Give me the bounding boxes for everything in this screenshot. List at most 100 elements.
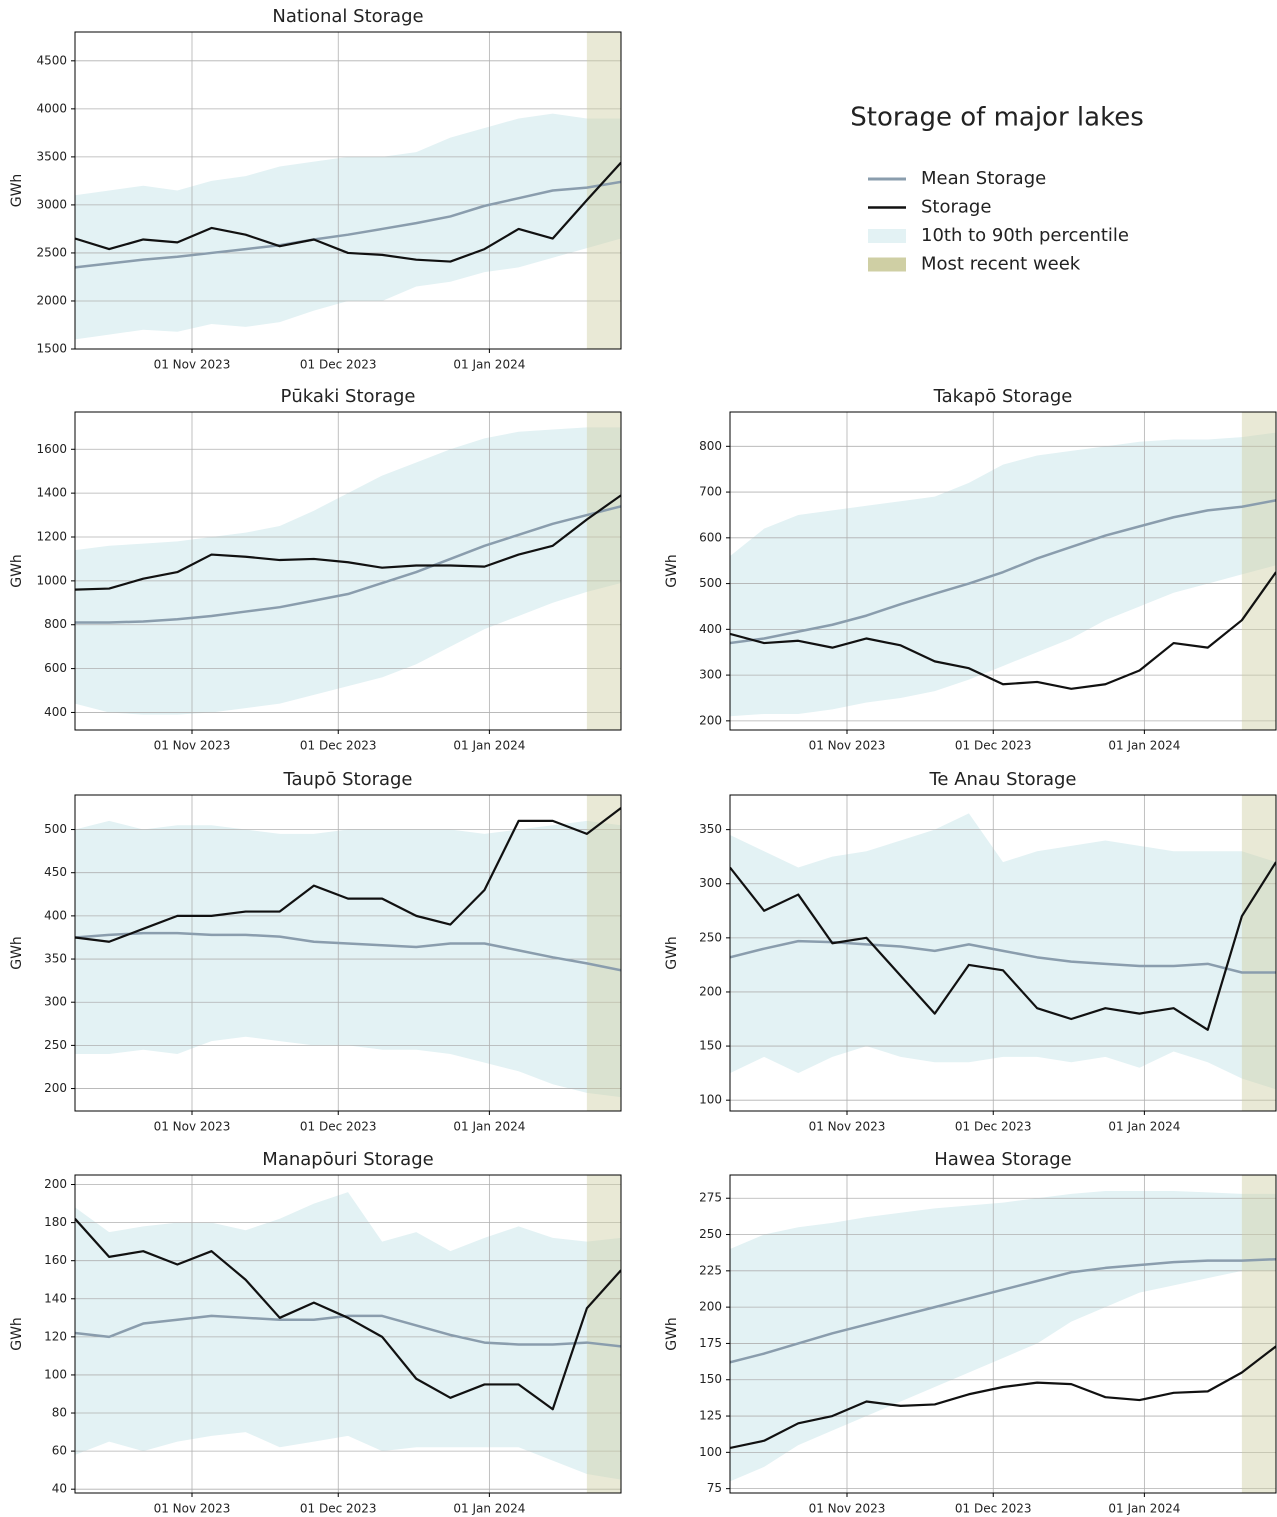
y-tick-label: 175 xyxy=(699,1336,722,1350)
y-tick-label: 500 xyxy=(44,822,67,836)
y-tick-label: 140 xyxy=(44,1291,67,1305)
panel-title: Manapōuri Storage xyxy=(262,1149,433,1170)
y-tick-label: 75 xyxy=(707,1481,722,1495)
percentile-band xyxy=(730,1190,1276,1482)
y-tick-label: 180 xyxy=(44,1215,67,1229)
x-tick-label: 01 Nov 2023 xyxy=(809,739,886,753)
x-tick-label: 01 Dec 2023 xyxy=(300,358,377,372)
x-tick-label: 01 Dec 2023 xyxy=(955,1502,1032,1516)
plot-frame xyxy=(74,1174,622,1494)
mean-line xyxy=(730,939,1276,974)
x-tick-label: 01 Dec 2023 xyxy=(300,739,377,753)
y-tick-label: 1400 xyxy=(36,486,67,500)
figure-title: Storage of major lakes xyxy=(850,103,1144,133)
legend-label: Storage xyxy=(921,197,991,218)
panel: Hawea Storage GWh 01 Nov 2023 01 Dec 2023 01… xyxy=(664,1149,1277,1516)
mean-line xyxy=(75,505,621,624)
y-tick-label: 200 xyxy=(699,713,722,727)
x-tick-label: 01 Jan 2024 xyxy=(453,1502,525,1516)
y-tick-label: 2000 xyxy=(36,293,67,307)
y-tick-label: 350 xyxy=(699,822,722,836)
x-tick-label: 01 Jan 2024 xyxy=(453,358,525,372)
panel: National Storage GWh 01 Nov 2023 01 Dec 202… xyxy=(9,6,622,372)
percentile-band xyxy=(75,113,621,340)
legend-swatch xyxy=(868,257,906,272)
y-tick-label: 150 xyxy=(699,1372,722,1386)
y-tick-label: 100 xyxy=(699,1093,722,1107)
y-tick-label: 225 xyxy=(699,1263,722,1277)
y-tick-label: 250 xyxy=(699,930,722,944)
y-tick-label: 3000 xyxy=(36,197,67,211)
y-tick-label: 60 xyxy=(52,1444,67,1458)
panel: Takapō Storage GWh 01 Nov 2023 01 Dec 2023 0… xyxy=(664,386,1277,753)
storage-line xyxy=(730,1345,1276,1450)
x-tick-label: 01 Jan 2024 xyxy=(1108,1502,1180,1516)
y-tick-label: 200 xyxy=(699,1300,722,1314)
legend-label: 10th to 90th percentile xyxy=(921,225,1129,246)
y-axis-label: GWh xyxy=(9,174,25,208)
storage-line xyxy=(75,161,621,263)
y-tick-label: 150 xyxy=(699,1039,722,1053)
y-tick-label: 800 xyxy=(44,617,67,631)
percentile-band xyxy=(75,427,621,715)
x-tick-label: 01 Nov 2023 xyxy=(154,1502,231,1516)
y-tick-label: 300 xyxy=(44,995,67,1009)
y-tick-label: 100 xyxy=(44,1367,67,1381)
y-tick-label: 350 xyxy=(44,952,67,966)
y-tick-label: 600 xyxy=(699,530,722,544)
panel-title: Hawea Storage xyxy=(934,1149,1072,1170)
plot-frame xyxy=(74,794,622,1112)
y-tick-label: 700 xyxy=(699,485,722,499)
y-tick-label: 500 xyxy=(699,576,722,590)
y-tick-label: 300 xyxy=(699,876,722,890)
x-tick-label: 01 Jan 2024 xyxy=(1108,739,1180,753)
x-tick-label: 01 Nov 2023 xyxy=(809,1120,886,1134)
y-tick-label: 4500 xyxy=(36,53,67,67)
y-tick-label: 1200 xyxy=(36,530,67,544)
panel-title: National Storage xyxy=(272,6,423,27)
storage-line xyxy=(730,571,1276,690)
y-tick-label: 125 xyxy=(699,1409,722,1423)
panel-title: Takapō Storage xyxy=(933,386,1073,407)
recent-week xyxy=(586,412,621,730)
legend-label: Most recent week xyxy=(921,254,1081,275)
y-tick-label: 4000 xyxy=(36,101,67,115)
x-tick-label: 01 Dec 2023 xyxy=(955,1120,1032,1134)
y-tick-label: 3500 xyxy=(36,149,67,163)
y-tick-label: 100 xyxy=(699,1445,722,1459)
x-tick-label: 01 Nov 2023 xyxy=(809,1502,886,1516)
mean-line xyxy=(75,180,621,269)
x-tick-label: 01 Dec 2023 xyxy=(300,1502,377,1516)
recent-week xyxy=(1241,795,1276,1111)
panel-title: Taupō Storage xyxy=(282,769,412,790)
panel: Taupō Storage GWh 01 Nov 2023 01 Dec 2023 01… xyxy=(9,769,622,1134)
x-tick-label: 01 Nov 2023 xyxy=(154,358,231,372)
plot-frame xyxy=(729,794,1277,1112)
x-tick-label: 01 Jan 2024 xyxy=(453,739,525,753)
y-axis-label: GWh xyxy=(9,1317,25,1351)
legend-label: Mean Storage xyxy=(921,168,1046,189)
y-axis-label: GWh xyxy=(664,554,680,588)
y-tick-label: 450 xyxy=(44,865,67,879)
panel-title: Te Anau Storage xyxy=(928,769,1076,790)
y-tick-label: 400 xyxy=(699,622,722,636)
y-axis-label: GWh xyxy=(9,936,25,970)
y-tick-label: 1500 xyxy=(36,342,67,356)
recent-week xyxy=(586,32,621,349)
legend-swatch xyxy=(868,229,906,243)
recent-week xyxy=(1241,1175,1276,1493)
mean-line xyxy=(75,931,621,972)
y-tick-label: 200 xyxy=(44,1177,67,1191)
x-tick-label: 01 Jan 2024 xyxy=(1108,1120,1180,1134)
y-tick-label: 1000 xyxy=(36,573,67,587)
storage-line xyxy=(75,807,621,943)
y-axis-label: GWh xyxy=(664,936,680,970)
y-tick-label: 200 xyxy=(699,984,722,998)
y-tick-label: 160 xyxy=(44,1253,67,1267)
plot-frame xyxy=(729,411,1277,731)
plot-frame xyxy=(74,411,622,731)
panel-title: Pūkaki Storage xyxy=(281,386,416,407)
y-tick-label: 300 xyxy=(699,668,722,682)
percentile-band xyxy=(75,1192,621,1480)
